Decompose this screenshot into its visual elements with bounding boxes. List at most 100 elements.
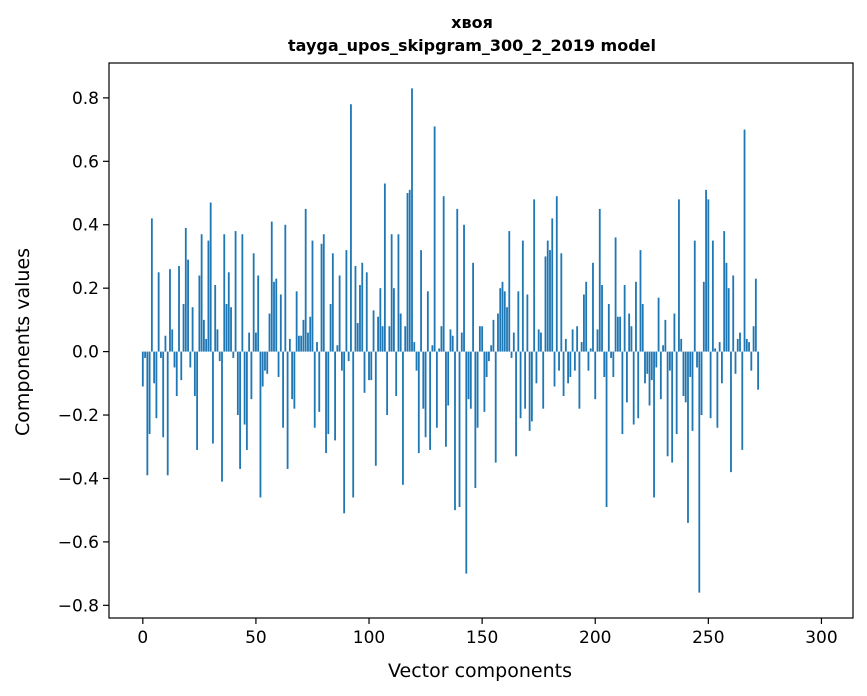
bar-192 <box>576 326 579 352</box>
bar-239 <box>682 351 685 396</box>
bar-262 <box>734 351 737 374</box>
bar-221 <box>641 304 644 352</box>
bar-134 <box>445 351 447 447</box>
bar-268 <box>748 342 750 352</box>
bar-244 <box>693 240 696 352</box>
bar-187 <box>564 338 567 352</box>
bar-19 <box>184 227 187 352</box>
bar-109 <box>388 326 391 352</box>
y-tick-label: 0.4 <box>72 216 99 236</box>
bar-223 <box>646 351 649 374</box>
bar-204 <box>603 351 606 377</box>
bar-81 <box>325 351 327 454</box>
bar-150 <box>481 326 484 352</box>
bar-38 <box>227 272 230 352</box>
bar-197 <box>587 351 590 371</box>
bar-96 <box>359 285 361 352</box>
bar-40 <box>232 351 235 358</box>
bar-137 <box>451 335 454 352</box>
bar-82 <box>327 351 330 435</box>
bar-226 <box>653 351 655 498</box>
bar-4 <box>150 218 153 352</box>
bar-145 <box>469 351 472 409</box>
bar-27 <box>202 319 205 352</box>
bar-152 <box>485 351 488 377</box>
bar-241 <box>687 351 689 523</box>
bar-165 <box>515 351 517 457</box>
bar-16 <box>178 265 180 352</box>
bar-135 <box>447 351 450 406</box>
bar-75 <box>311 240 314 352</box>
bar-21 <box>189 351 192 368</box>
bar-22 <box>191 307 194 352</box>
y-tick-label: −0.6 <box>58 533 99 553</box>
bar-122 <box>417 351 420 454</box>
bar-175 <box>537 329 540 352</box>
bar-104 <box>377 316 379 352</box>
bar-231 <box>664 319 667 352</box>
bar-186 <box>562 351 565 396</box>
bar-261 <box>732 275 735 352</box>
bar-199 <box>592 262 594 352</box>
bar-130 <box>435 351 438 428</box>
bar-70 <box>300 335 303 352</box>
bar-160 <box>503 291 506 352</box>
bar-94 <box>354 265 357 352</box>
bar-220 <box>639 250 642 352</box>
bar-7 <box>157 272 160 352</box>
x-tick-label: 50 <box>245 628 267 648</box>
bar-219 <box>637 351 640 419</box>
bar-215 <box>628 313 631 352</box>
bar-210 <box>616 316 619 352</box>
bar-159 <box>501 281 504 352</box>
bar-30 <box>209 202 212 352</box>
bar-45 <box>243 351 246 425</box>
bar-155 <box>492 319 495 352</box>
bar-194 <box>580 342 583 352</box>
bar-247 <box>700 351 703 416</box>
bar-1 <box>144 351 146 358</box>
y-axis-label: Components values <box>12 248 34 436</box>
bar-181 <box>551 218 554 352</box>
y-tick-label: 0.2 <box>72 279 99 299</box>
bar-206 <box>607 304 610 352</box>
bar-180 <box>549 250 551 352</box>
bar-101 <box>370 351 373 381</box>
bar-87 <box>338 275 341 352</box>
x-tick-label: 300 <box>805 628 837 648</box>
bar-243 <box>691 351 694 431</box>
bar-133 <box>442 196 445 352</box>
bar-51 <box>257 275 260 352</box>
bar-164 <box>512 332 515 352</box>
bar-230 <box>662 345 664 352</box>
bar-253 <box>714 348 717 352</box>
bar-120 <box>413 342 416 352</box>
bar-83 <box>329 304 332 352</box>
bar-176 <box>540 332 542 352</box>
bar-92 <box>350 104 352 352</box>
bar-11 <box>166 351 169 476</box>
bar-269 <box>750 351 753 371</box>
bar-55 <box>266 351 269 374</box>
bar-249 <box>705 189 707 352</box>
bar-234 <box>671 351 674 463</box>
bar-8 <box>160 351 162 358</box>
bar-148 <box>476 351 479 428</box>
bar-246 <box>698 351 701 593</box>
bar-24 <box>196 351 199 450</box>
bar-53 <box>261 351 264 387</box>
bar-174 <box>535 351 538 384</box>
bar-89 <box>343 351 346 514</box>
bar-258 <box>725 262 728 352</box>
bar-88 <box>340 351 343 371</box>
bar-213 <box>623 285 626 352</box>
bar-128 <box>431 345 434 352</box>
bar-188 <box>567 351 569 384</box>
bar-54 <box>264 351 266 371</box>
bar-225 <box>650 351 653 381</box>
x-tick-label: 200 <box>579 628 611 648</box>
bar-62 <box>282 351 284 428</box>
bar-271 <box>754 278 757 352</box>
bar-66 <box>291 351 294 400</box>
bar-170 <box>526 294 529 352</box>
